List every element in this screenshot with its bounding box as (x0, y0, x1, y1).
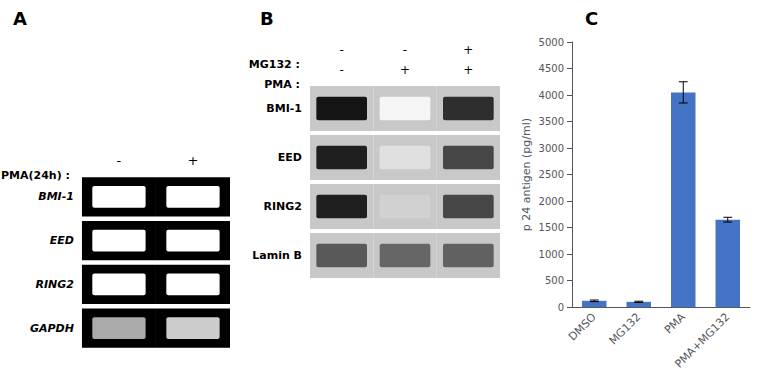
svg-text:500: 500 (545, 275, 564, 286)
svg-text:1000: 1000 (539, 249, 564, 260)
svg-text:-: - (339, 63, 343, 77)
svg-text:+: + (463, 43, 473, 57)
svg-text:+: + (400, 63, 410, 77)
svg-text:GAPDH: GAPDH (30, 322, 74, 335)
svg-text:DMSO: DMSO (566, 310, 599, 343)
svg-text:3500: 3500 (539, 116, 564, 127)
svg-text:p 24 antigen (pg/ml): p 24 antigen (pg/ml) (520, 118, 533, 231)
svg-text:2000: 2000 (539, 196, 564, 207)
svg-text:PMA+MG132: PMA+MG132 (672, 311, 732, 371)
svg-text:Lamin B: Lamin B (252, 249, 302, 262)
svg-text:BMI-1: BMI-1 (266, 102, 302, 115)
svg-text:3000: 3000 (539, 143, 564, 154)
svg-text:1500: 1500 (539, 222, 564, 233)
svg-text:-: - (403, 43, 407, 57)
svg-text:5000: 5000 (539, 37, 564, 48)
svg-text:+: + (188, 153, 199, 168)
svg-text:-: - (117, 153, 122, 168)
svg-text:EED: EED (278, 151, 302, 164)
svg-text:-: - (339, 43, 343, 57)
svg-text:MG132 :: MG132 : (249, 58, 300, 71)
svg-text:RING2: RING2 (264, 200, 302, 213)
svg-text:A: A (13, 8, 27, 29)
svg-text:MG132: MG132 (607, 311, 644, 348)
svg-text:EED: EED (50, 234, 74, 247)
svg-text:+: + (463, 63, 473, 77)
svg-text:PMA: PMA (662, 310, 688, 336)
svg-text:B: B (260, 8, 274, 29)
svg-text:4000: 4000 (539, 90, 564, 101)
svg-text:4500: 4500 (539, 63, 564, 74)
svg-text:BMI-1: BMI-1 (38, 190, 74, 203)
svg-text:2500: 2500 (539, 169, 564, 180)
svg-text:C: C (585, 8, 598, 29)
svg-text:RING2: RING2 (35, 278, 74, 291)
svg-text:PMA :: PMA : (264, 78, 300, 91)
svg-text:PMA(24h) :: PMA(24h) : (1, 169, 70, 182)
svg-text:0: 0 (558, 302, 564, 313)
